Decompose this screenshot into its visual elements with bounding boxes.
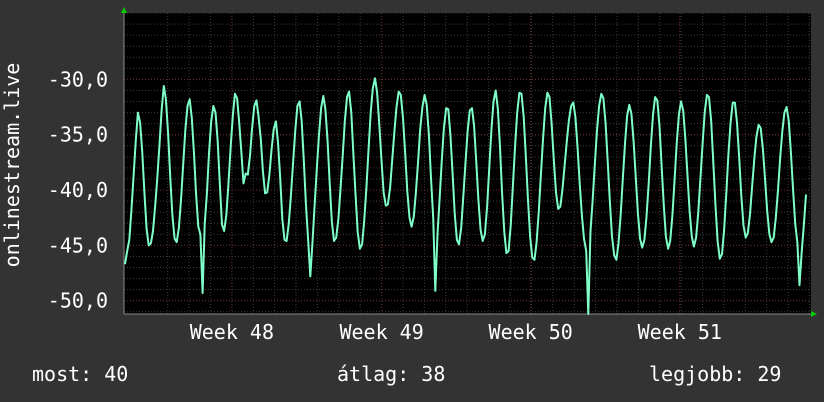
y-axis-label: onlinestream.live xyxy=(0,62,24,268)
stat-current-value: 40 xyxy=(104,362,129,386)
y-axis-title: onlinestream.live xyxy=(0,0,24,402)
x-tick-label: Week 49 xyxy=(339,320,423,344)
y-tick-label: -45,0 xyxy=(48,233,108,257)
stat-current-label: most: xyxy=(32,362,93,386)
x-tick-label: Week 50 xyxy=(489,320,573,344)
series-line xyxy=(124,77,807,315)
stat-average-label: átlag: xyxy=(337,362,410,386)
stat-best-label: legjobb: xyxy=(649,362,746,386)
stat-best: legjobb: 29 xyxy=(649,362,781,386)
stat-current: most: 40 xyxy=(32,362,128,386)
x-tick-label: Week 48 xyxy=(190,320,274,344)
y-tick-label: -35,0 xyxy=(48,123,108,147)
x-tick-label: Week 51 xyxy=(638,320,722,344)
stat-best-value: 29 xyxy=(757,362,782,386)
y-tick-label: -40,0 xyxy=(48,178,108,202)
y-tick-label: -30,0 xyxy=(48,67,108,91)
stats-bar: most: 40 átlag: 38 legjobb: 29 xyxy=(0,362,824,388)
stat-average: átlag: 38 xyxy=(337,362,445,386)
y-tick-label: -50,0 xyxy=(48,289,108,313)
y-axis-arrow xyxy=(121,7,127,13)
x-axis-arrow xyxy=(811,311,817,317)
stat-average-value: 38 xyxy=(421,362,446,386)
